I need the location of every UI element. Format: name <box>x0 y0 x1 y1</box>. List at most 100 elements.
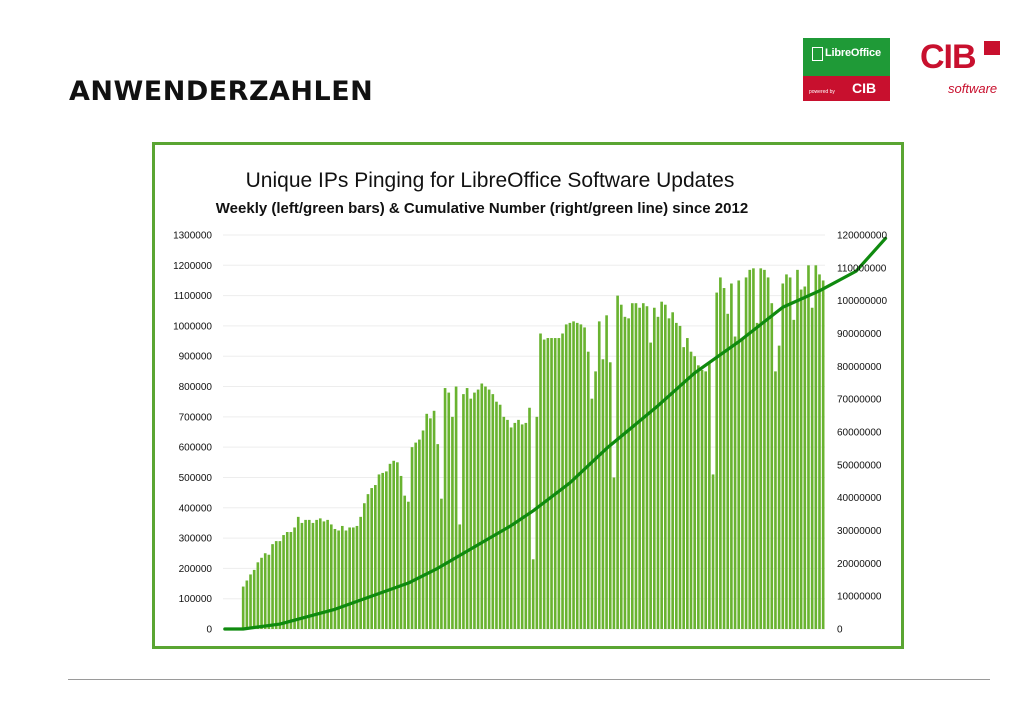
bar <box>256 562 260 629</box>
libreoffice-logo-name: LibreOffice <box>825 47 881 59</box>
bar <box>693 356 697 629</box>
powered-by-label: powered by <box>809 89 835 95</box>
bar <box>263 553 267 629</box>
y2-tick-label: 110000000 <box>837 263 887 274</box>
bar <box>803 286 807 629</box>
bar <box>763 269 766 629</box>
bar <box>388 463 392 629</box>
bar <box>267 554 271 629</box>
bar <box>814 265 818 629</box>
y-tick-label: 900000 <box>179 352 213 363</box>
bar <box>392 460 396 629</box>
y-tick-label: 1300000 <box>173 231 212 242</box>
bar <box>337 530 340 629</box>
bar <box>774 371 777 629</box>
bar <box>333 528 337 629</box>
y2-tick-label: 10000000 <box>837 592 882 603</box>
bar <box>363 503 366 629</box>
bar <box>282 535 285 629</box>
bar <box>586 351 590 629</box>
bar <box>326 519 329 629</box>
libreoffice-logo: LibreOffice powered by CIB <box>803 38 890 101</box>
bar <box>708 362 711 629</box>
y-tick-label: 1000000 <box>173 321 212 332</box>
bar <box>418 439 421 629</box>
bar <box>381 472 384 629</box>
bar <box>605 315 608 629</box>
cib-small-logo: CIB <box>852 80 877 96</box>
bar <box>619 304 623 629</box>
bar <box>329 524 333 629</box>
bar <box>546 338 550 629</box>
bar <box>370 488 373 629</box>
bar <box>447 392 451 629</box>
chart-frame: Unique IPs Pinging for LibreOffice Softw… <box>152 142 904 649</box>
bar <box>245 580 249 629</box>
bar <box>344 530 348 629</box>
bar <box>799 289 803 629</box>
bar <box>649 342 652 629</box>
bar <box>627 318 630 629</box>
bar <box>561 333 564 629</box>
bar <box>612 477 616 629</box>
bar <box>715 292 719 629</box>
y2-tick-label: 120000000 <box>837 231 887 242</box>
bar <box>682 347 685 629</box>
bar <box>821 280 825 629</box>
bar <box>557 338 561 629</box>
y-tick-label: 600000 <box>179 443 213 454</box>
bar <box>759 268 763 629</box>
bar <box>796 269 799 629</box>
bar <box>550 338 553 629</box>
logo-red-band <box>803 76 890 101</box>
cumulative-line-path <box>223 236 888 631</box>
y-tick-label: 500000 <box>179 473 213 484</box>
bar <box>601 359 605 629</box>
cib-logo-text: CIB <box>920 38 977 76</box>
bar <box>377 474 381 629</box>
bar <box>719 277 722 629</box>
bar <box>788 277 792 629</box>
bar <box>385 471 388 629</box>
chart-subtitle: Weekly (left/green bars) & Cumulative Nu… <box>216 200 748 217</box>
bar <box>300 522 304 629</box>
y-tick-label: 800000 <box>179 382 213 393</box>
bar <box>410 447 414 629</box>
y2-tick-label: 30000000 <box>837 526 882 537</box>
bar <box>741 338 744 629</box>
cib-software-label: software <box>948 81 998 96</box>
bar <box>495 401 498 629</box>
bar <box>278 541 282 629</box>
bar <box>660 301 663 629</box>
bar <box>792 319 796 629</box>
bar <box>517 419 520 629</box>
bar <box>689 351 693 629</box>
bar <box>307 519 311 629</box>
bar <box>513 422 517 629</box>
bar <box>645 306 649 629</box>
bar <box>664 304 667 629</box>
y2-tick-label: 0 <box>837 625 843 636</box>
bar <box>407 501 410 629</box>
y-tick-label: 700000 <box>179 412 213 423</box>
weekly-bars <box>241 265 825 629</box>
bar <box>781 283 785 629</box>
bar <box>634 303 638 629</box>
bar <box>432 410 436 629</box>
bar <box>271 544 274 629</box>
bar <box>458 524 462 629</box>
bar <box>777 345 781 629</box>
bar <box>722 288 726 629</box>
bar <box>641 303 645 629</box>
bar <box>539 333 542 629</box>
bar <box>502 416 506 629</box>
bar <box>564 324 568 629</box>
bar <box>304 519 307 629</box>
bar <box>451 416 454 629</box>
bar <box>289 532 293 629</box>
bar <box>785 274 788 629</box>
bar <box>293 527 296 629</box>
cib-logo-mark <box>984 41 1000 55</box>
bar <box>520 424 524 629</box>
y-tick-label: 300000 <box>179 534 213 545</box>
